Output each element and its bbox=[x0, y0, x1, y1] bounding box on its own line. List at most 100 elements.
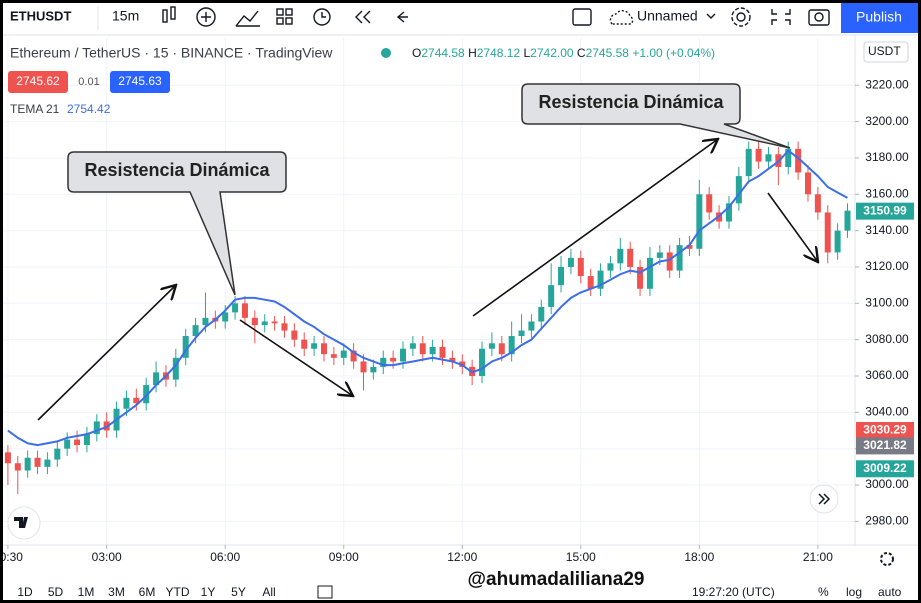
y-tick-label: 3040.00 bbox=[865, 405, 909, 419]
x-tick-label: 21:00 bbox=[803, 550, 833, 564]
range-button[interactable]: 1M bbox=[78, 585, 95, 599]
publish-label[interactable]: Publish bbox=[856, 9, 902, 25]
range-button[interactable]: All bbox=[262, 585, 275, 599]
candle-body bbox=[182, 336, 189, 358]
y-tick-label: 3100.00 bbox=[865, 295, 909, 309]
candle-body bbox=[646, 257, 653, 289]
candle-body bbox=[241, 303, 248, 318]
y-tick-label: 3200.00 bbox=[865, 114, 909, 128]
y-tick-label: 3140.00 bbox=[865, 223, 909, 237]
candle-body bbox=[281, 323, 288, 331]
price-badge bbox=[856, 202, 914, 220]
candle-body bbox=[666, 252, 673, 271]
sell-button[interactable] bbox=[8, 71, 68, 93]
candle-body bbox=[340, 350, 347, 358]
candle-body bbox=[488, 343, 495, 349]
candle-body bbox=[291, 330, 298, 340]
callout-box bbox=[521, 83, 791, 149]
settings-icon[interactable] bbox=[880, 552, 894, 566]
calendar-icon[interactable] bbox=[317, 585, 333, 599]
log-toggle[interactable]: log bbox=[846, 585, 862, 599]
candle-body bbox=[192, 325, 199, 337]
indicator-value: 2754.42 bbox=[67, 102, 111, 116]
annotation: Resistencia Dinámica bbox=[538, 92, 724, 112]
candle-body bbox=[54, 448, 61, 460]
candle-body bbox=[232, 303, 239, 313]
candle-body bbox=[14, 463, 21, 471]
candle-body bbox=[686, 245, 693, 249]
currency-button[interactable] bbox=[863, 41, 909, 63]
candle-body bbox=[745, 148, 752, 177]
candle-body bbox=[44, 459, 51, 467]
candle-body bbox=[449, 357, 456, 362]
arrow bbox=[767, 192, 818, 262]
y-tick-label: 3160.00 bbox=[865, 186, 909, 200]
grid bbox=[0, 38, 855, 545]
candle-body bbox=[785, 148, 792, 168]
range-button[interactable]: 6M bbox=[139, 585, 156, 599]
ohlc-value: 2745.58 bbox=[586, 46, 630, 60]
watermark: @ahumadaliliana29 bbox=[468, 569, 645, 590]
candle-body bbox=[834, 230, 841, 253]
candle-body bbox=[370, 366, 377, 373]
candle-body bbox=[251, 317, 258, 326]
percent-toggle[interactable]: % bbox=[818, 585, 829, 599]
range-button[interactable]: 5Y bbox=[231, 585, 246, 599]
callout bbox=[67, 83, 791, 296]
ohlc-value: 2748.12 bbox=[477, 46, 521, 60]
arrow bbox=[239, 319, 353, 396]
candle-body bbox=[261, 321, 268, 326]
arrow bbox=[37, 285, 176, 421]
candle-body bbox=[330, 354, 337, 358]
range-button[interactable]: 3M bbox=[108, 585, 125, 599]
candle-body bbox=[528, 321, 535, 331]
candle-body bbox=[380, 357, 387, 367]
candle-body bbox=[735, 176, 742, 204]
candle-body bbox=[222, 312, 229, 322]
range-button[interactable]: YTD bbox=[166, 585, 190, 599]
price-badge bbox=[856, 460, 914, 478]
range-button[interactable]: 5D bbox=[48, 585, 64, 599]
callout-box bbox=[67, 151, 287, 296]
x-tick-label: 12:00 bbox=[447, 550, 477, 564]
candle-body bbox=[597, 270, 604, 289]
price-badge bbox=[856, 421, 914, 439]
ohlc-key: C bbox=[577, 46, 586, 60]
currency[interactable]: USDT bbox=[868, 44, 901, 58]
toolbar-icons[interactable] bbox=[162, 6, 830, 27]
candle-body bbox=[153, 372, 160, 386]
ohlc: O2744.58 H2748.12 L2742.00 C2745.58 +1.0… bbox=[412, 46, 715, 60]
auto-toggle[interactable]: auto bbox=[878, 585, 902, 599]
price-badge bbox=[856, 437, 914, 455]
arrow bbox=[472, 139, 718, 317]
candle-body bbox=[696, 194, 703, 249]
candle-body bbox=[133, 397, 140, 404]
candle-body bbox=[311, 343, 318, 349]
candle-body bbox=[548, 285, 555, 307]
sell-price[interactable]: 2745.62 bbox=[16, 74, 60, 88]
range-bar: 1D 5D 1M 3M 6M YTD 1Y 5Y All bbox=[17, 585, 275, 599]
candle-body bbox=[558, 266, 565, 286]
candle-body bbox=[676, 245, 683, 271]
candle-body bbox=[479, 348, 486, 376]
candle-body bbox=[567, 257, 574, 267]
candle-body bbox=[83, 434, 90, 446]
candle-body bbox=[271, 321, 278, 324]
annotation: Resistencia Dinámica bbox=[84, 160, 270, 180]
symbol[interactable]: ETHUSDT bbox=[10, 8, 71, 23]
interval[interactable]: 15m bbox=[112, 8, 139, 24]
buy-price[interactable]: 2745.63 bbox=[118, 74, 162, 88]
buy-button[interactable] bbox=[110, 71, 170, 93]
candle-body bbox=[429, 346, 436, 355]
range-button[interactable]: 1Y bbox=[201, 585, 216, 599]
candle-body bbox=[4, 452, 11, 464]
y-tick-label: 3180.00 bbox=[865, 150, 909, 164]
candle-body bbox=[143, 385, 150, 404]
x-tick-label: 18:00 bbox=[684, 550, 714, 564]
publish-button[interactable] bbox=[841, 3, 918, 33]
range-button[interactable]: 1D bbox=[17, 585, 33, 599]
clock: 19:27:20 (UTC) bbox=[692, 585, 775, 599]
layout-name[interactable]: Unnamed bbox=[637, 8, 698, 24]
